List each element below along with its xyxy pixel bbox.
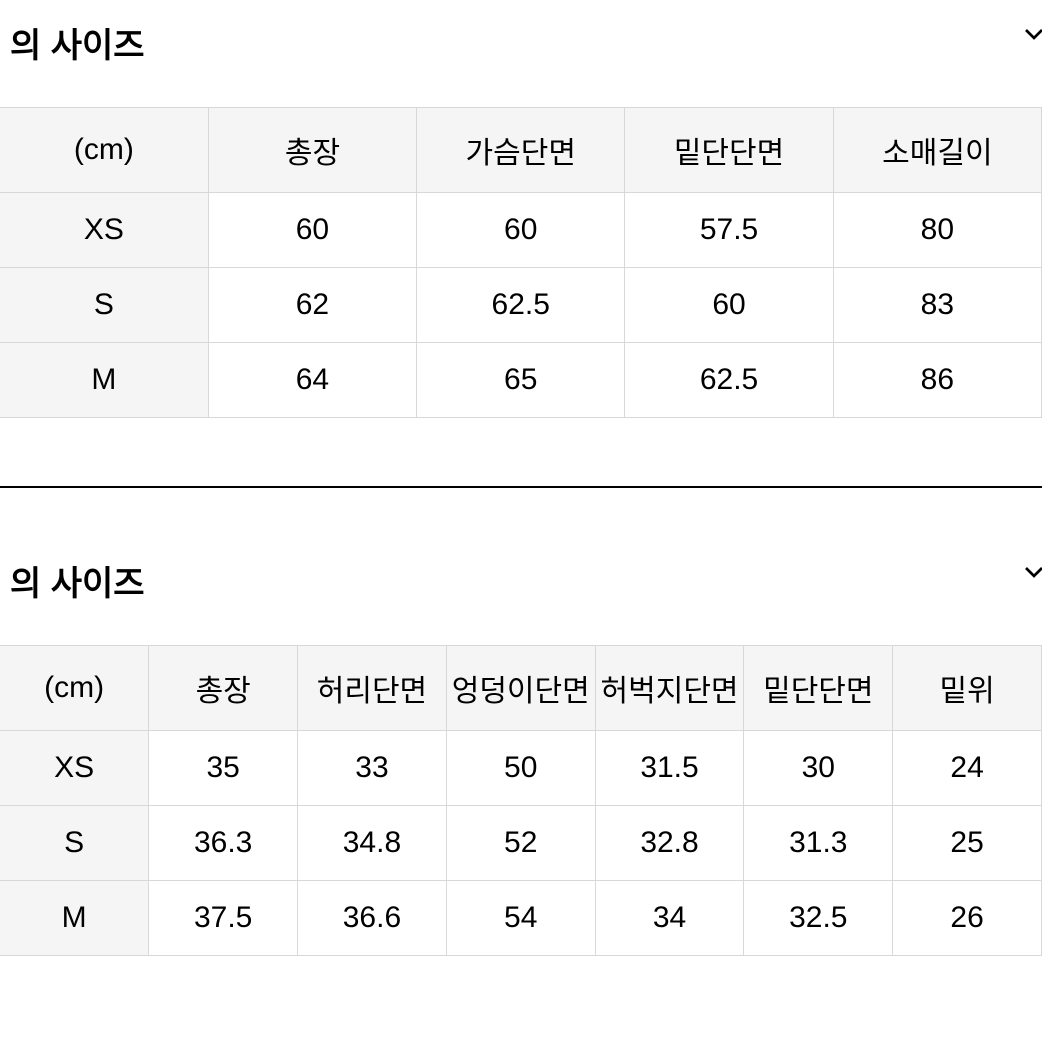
size-cell: M <box>0 881 149 956</box>
value-cell: 54 <box>446 881 595 956</box>
table-header-row: (cm) 총장 허리단면 엉덩이단면 허벅지단면 밑단단면 밑위 <box>0 646 1042 731</box>
table-row: M 64 65 62.5 86 <box>0 343 1042 418</box>
size-table-1: (cm) 총장 가슴단면 밑단단면 소매길이 XS 60 60 57.5 80 … <box>0 107 1042 418</box>
value-cell: 34.8 <box>298 806 447 881</box>
col-header: 가슴단면 <box>417 108 625 193</box>
value-cell: 34 <box>595 881 744 956</box>
size-cell: XS <box>0 193 208 268</box>
size-cell: XS <box>0 731 149 806</box>
value-cell: 36.6 <box>298 881 447 956</box>
chevron-down-icon[interactable] <box>1018 556 1042 593</box>
col-header: 총장 <box>208 108 416 193</box>
value-cell: 26 <box>893 881 1042 956</box>
table-header-row: (cm) 총장 가슴단면 밑단단면 소매길이 <box>0 108 1042 193</box>
value-cell: 60 <box>625 268 833 343</box>
value-cell: 62.5 <box>417 268 625 343</box>
col-header: 허리단면 <box>298 646 447 731</box>
col-header: (cm) <box>0 646 149 731</box>
value-cell: 57.5 <box>625 193 833 268</box>
value-cell: 31.5 <box>595 731 744 806</box>
section-title-2: 의 사이즈 <box>10 556 145 605</box>
col-header: 총장 <box>149 646 298 731</box>
table-row: XS 60 60 57.5 80 <box>0 193 1042 268</box>
value-cell: 60 <box>208 193 416 268</box>
value-cell: 31.3 <box>744 806 893 881</box>
col-header: 밑단단면 <box>625 108 833 193</box>
value-cell: 65 <box>417 343 625 418</box>
col-header: 소매길이 <box>833 108 1041 193</box>
size-cell: S <box>0 268 208 343</box>
size-section-2: 의 사이즈 (cm) 총장 허리단면 엉덩이단면 허벅지단면 밑단단면 밑위 X… <box>0 538 1042 956</box>
value-cell: 25 <box>893 806 1042 881</box>
col-header: 밑단단면 <box>744 646 893 731</box>
value-cell: 83 <box>833 268 1041 343</box>
value-cell: 80 <box>833 193 1041 268</box>
size-cell: M <box>0 343 208 418</box>
value-cell: 24 <box>893 731 1042 806</box>
value-cell: 52 <box>446 806 595 881</box>
col-header: 밑위 <box>893 646 1042 731</box>
section-header-2: 의 사이즈 <box>0 538 1042 645</box>
size-section-1: 의 사이즈 (cm) 총장 가슴단면 밑단단면 소매길이 XS 60 60 57… <box>0 0 1042 418</box>
value-cell: 60 <box>417 193 625 268</box>
size-table-2: (cm) 총장 허리단면 엉덩이단면 허벅지단면 밑단단면 밑위 XS 35 3… <box>0 645 1042 956</box>
table-row: M 37.5 36.6 54 34 32.5 26 <box>0 881 1042 956</box>
table-row: S 36.3 34.8 52 32.8 31.3 25 <box>0 806 1042 881</box>
value-cell: 37.5 <box>149 881 298 956</box>
size-cell: S <box>0 806 149 881</box>
section-title-1: 의 사이즈 <box>10 18 145 67</box>
col-header: 허벅지단면 <box>595 646 744 731</box>
chevron-down-icon[interactable] <box>1018 18 1042 55</box>
section-divider <box>0 486 1042 488</box>
value-cell: 32.5 <box>744 881 893 956</box>
table-row: XS 35 33 50 31.5 30 24 <box>0 731 1042 806</box>
col-header: (cm) <box>0 108 208 193</box>
value-cell: 64 <box>208 343 416 418</box>
value-cell: 62.5 <box>625 343 833 418</box>
value-cell: 50 <box>446 731 595 806</box>
value-cell: 32.8 <box>595 806 744 881</box>
value-cell: 33 <box>298 731 447 806</box>
col-header: 엉덩이단면 <box>446 646 595 731</box>
section-header-1: 의 사이즈 <box>0 0 1042 107</box>
value-cell: 62 <box>208 268 416 343</box>
value-cell: 36.3 <box>149 806 298 881</box>
value-cell: 86 <box>833 343 1041 418</box>
table-row: S 62 62.5 60 83 <box>0 268 1042 343</box>
value-cell: 35 <box>149 731 298 806</box>
value-cell: 30 <box>744 731 893 806</box>
